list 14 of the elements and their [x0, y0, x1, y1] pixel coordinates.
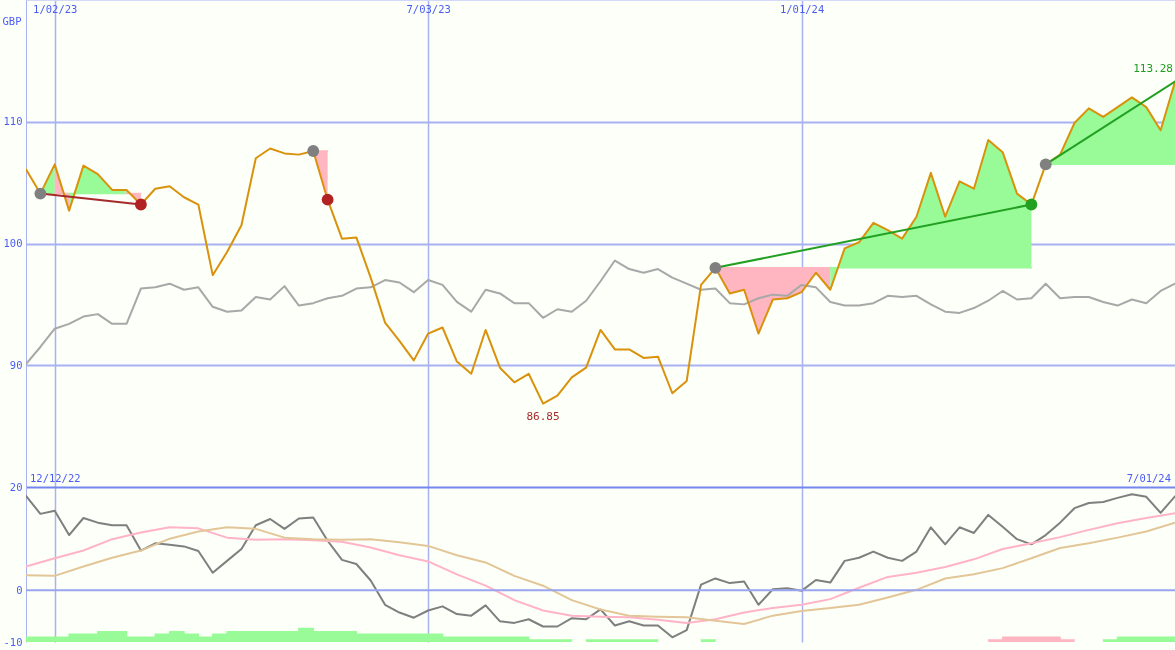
y-tick-label: 20	[9, 480, 23, 493]
x-tick-label: 7/03/23	[406, 2, 451, 15]
x-tick-label: 1/01/24	[779, 2, 825, 15]
data-label: 86.85	[526, 409, 560, 423]
y-tick-label: 90	[9, 358, 23, 371]
data-label: 113.28	[1133, 61, 1173, 75]
x-tick-label: 1/02/23	[33, 2, 78, 15]
annotation: 12/12/22	[30, 472, 81, 484]
y-tick-label: 100	[3, 237, 23, 249]
y-axis-title: GBP	[2, 14, 22, 27]
y-tick-label: -10	[3, 635, 23, 648]
y-tick-label: 110	[3, 115, 23, 128]
annotation: 7/01/24	[1126, 472, 1171, 484]
y-tick-label: 0	[16, 583, 23, 596]
